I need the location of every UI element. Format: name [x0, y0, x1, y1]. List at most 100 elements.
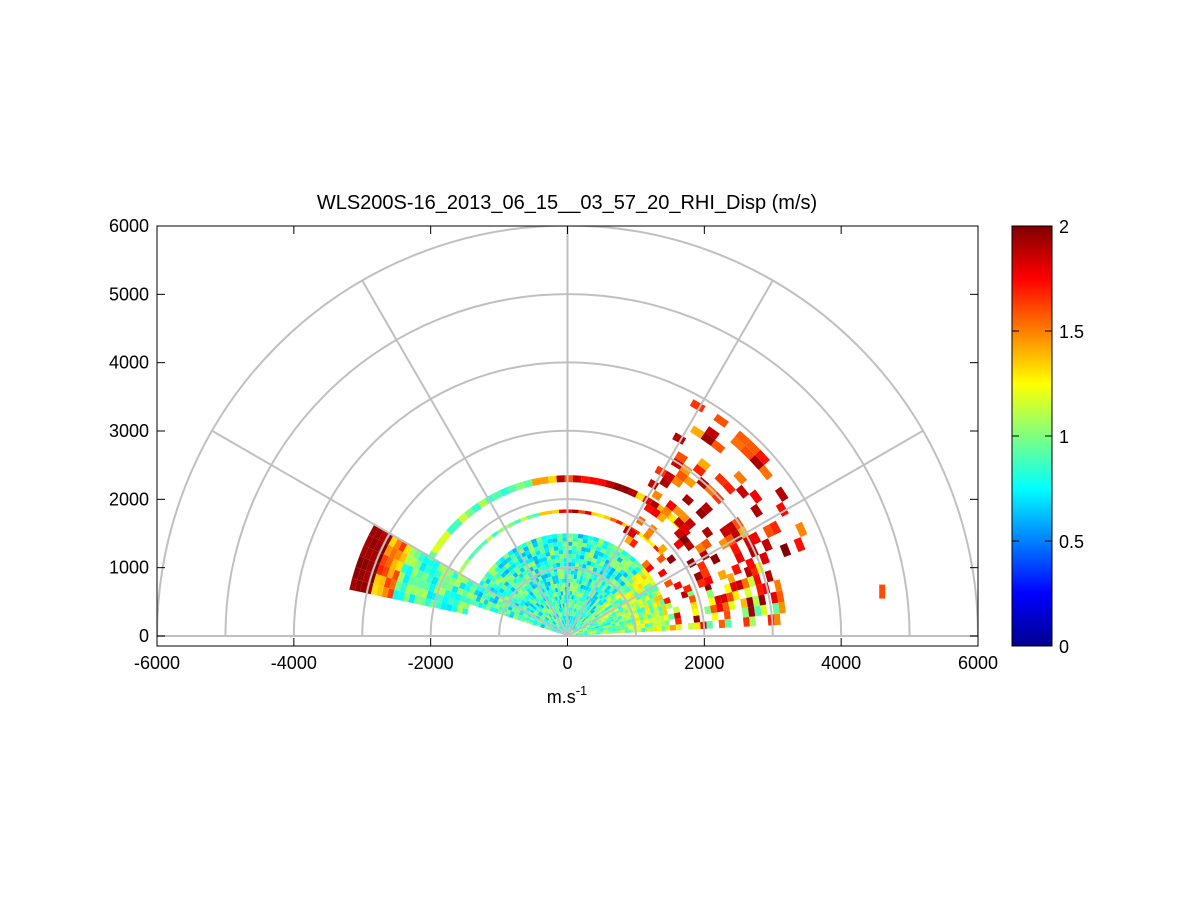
data-cell [764, 570, 774, 583]
data-cell [603, 515, 611, 521]
data-cell [549, 589, 554, 594]
data-cell [561, 629, 565, 634]
data-cell [648, 540, 656, 548]
data-cell [623, 620, 628, 625]
data-cell [630, 587, 637, 594]
data-cell [559, 587, 563, 592]
data-cell [552, 616, 556, 620]
data-cell [617, 615, 623, 620]
data-cell [621, 589, 628, 595]
data-cell [547, 594, 551, 600]
data-cell [585, 586, 590, 591]
data-cell [590, 561, 596, 567]
data-cell [535, 563, 541, 569]
data-cell [596, 604, 602, 609]
data-cell [588, 578, 593, 584]
data-cell [624, 629, 629, 633]
data-cell [689, 399, 706, 413]
data-cell [543, 560, 549, 566]
data-cell [541, 608, 546, 613]
data-cell [447, 597, 455, 606]
data-cell [452, 599, 460, 607]
data-cell [612, 630, 617, 634]
data-cell [468, 586, 477, 595]
data-cell [579, 616, 583, 620]
data-cell [548, 619, 553, 624]
data-cell [719, 525, 732, 538]
data-cell [530, 561, 536, 567]
data-cell [484, 578, 492, 585]
data-cell [554, 550, 559, 555]
data-cell [537, 576, 543, 582]
data-cell [572, 599, 576, 604]
data-cell [595, 577, 601, 583]
data-cell [552, 601, 556, 606]
data-cell [588, 614, 593, 618]
data-cell [572, 603, 575, 608]
data-cell [549, 550, 555, 556]
data-cell [714, 595, 723, 605]
data-cell [456, 587, 464, 596]
data-cell [538, 557, 544, 564]
data-cell [496, 600, 502, 606]
colorbar-ticks: 0 0.5 1 1.5 2 [1012, 217, 1084, 657]
data-cell [527, 598, 533, 603]
data-cell [537, 600, 542, 606]
data-cell [606, 585, 612, 591]
data-cell [597, 599, 603, 605]
data-cell [556, 600, 559, 605]
data-cell [776, 590, 785, 603]
data-cell [560, 603, 563, 608]
data-cell [659, 599, 666, 606]
data-cell [601, 580, 607, 587]
data-cell [433, 569, 442, 579]
data-cell [594, 614, 599, 619]
data-cell [570, 630, 574, 634]
data-cell [443, 574, 452, 584]
data-cell [504, 562, 511, 569]
data-cell [585, 547, 591, 553]
data-cell [595, 627, 600, 630]
data-cell [586, 582, 591, 588]
data-cell [635, 620, 641, 626]
data-cell [709, 553, 721, 565]
data-cell [601, 619, 606, 623]
data-cell [644, 595, 650, 601]
data-cell [612, 597, 618, 603]
data-cell [605, 602, 611, 607]
data-cell [758, 465, 773, 481]
data-cell [545, 605, 550, 610]
data-cell [582, 585, 587, 590]
data-cell [415, 569, 424, 580]
data-cell [559, 612, 563, 617]
data-cell [464, 507, 475, 519]
data-cell [563, 624, 565, 629]
data-cell [567, 553, 572, 559]
data-cell [561, 574, 565, 579]
data-cell [575, 608, 578, 613]
data-cell [643, 502, 655, 514]
data-cell [596, 619, 602, 623]
data-cell [500, 602, 506, 608]
data-cell [565, 509, 572, 513]
data-cell [612, 614, 618, 619]
data-cell [389, 578, 397, 590]
data-cell [576, 600, 579, 605]
data-cell [569, 603, 571, 608]
data-cell [526, 514, 534, 520]
data-cell [608, 592, 614, 598]
x-axis-label-superscript: -1 [576, 683, 588, 698]
data-cell [561, 630, 565, 634]
data-cell [540, 616, 545, 621]
data-cell [641, 559, 651, 569]
data-cell [752, 573, 762, 586]
data-cell [547, 538, 553, 544]
data-cell [563, 611, 566, 616]
data-cell [574, 622, 578, 627]
data-cell [553, 592, 557, 597]
data-cell [735, 579, 744, 591]
data-cell [526, 582, 532, 589]
data-cell [651, 490, 663, 501]
data-cell [657, 626, 662, 632]
data-cell [588, 535, 595, 541]
